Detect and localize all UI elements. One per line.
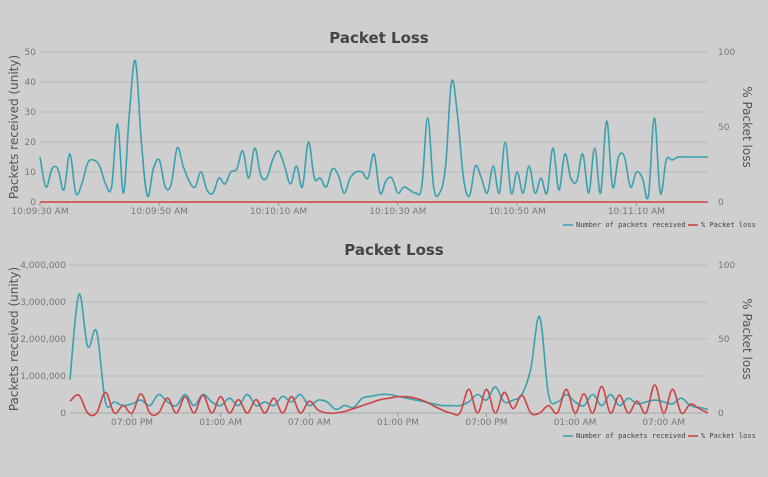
y-tick-label: 0	[60, 409, 66, 419]
x-tick-label: 07:00 AM	[642, 418, 685, 428]
series-line-packets-received	[39, 59, 708, 200]
x-tick-label: 07:00 PM	[465, 418, 507, 428]
x-tick-label: 01:00 AM	[554, 418, 597, 428]
y2-tick-label: 50	[718, 335, 730, 345]
x-tick-label: 10:11:10 AM	[608, 207, 665, 217]
legend[interactable]: Number of packets received % Packet loss	[563, 432, 756, 440]
y2-tick-label: 100	[718, 48, 735, 58]
series-line-packet-loss	[69, 384, 709, 417]
x-tick-label: 10:09:50 AM	[131, 207, 188, 217]
y-tick-label: 50	[25, 48, 37, 58]
chart-title: Packet Loss	[344, 241, 444, 259]
y2-tick-label: 50	[718, 123, 730, 133]
chart-2: Packet Loss 0 1,000,000 2,000,000 3,000,000 4…	[7, 241, 756, 440]
x-tick-label: 10:10:30 AM	[369, 207, 426, 217]
legend[interactable]: Number of packets received % Packet loss	[563, 221, 756, 229]
y-tick-label: 20	[25, 138, 37, 148]
x-tick-label: 10:10:50 AM	[489, 207, 546, 217]
y-tick-label: 30	[25, 108, 37, 118]
x-tick-label: 07:00 AM	[288, 418, 331, 428]
x-tick-label: 01:00 PM	[377, 418, 419, 428]
y2-axis-label: % Packet loss	[740, 298, 754, 379]
y2-tick-label: 0	[718, 198, 724, 208]
legend-label: % Packet loss	[701, 432, 756, 440]
y-tick-label: 40	[25, 78, 37, 88]
y-axis-label: Packets received (unity)	[7, 55, 21, 199]
chart-title: Packet Loss	[329, 29, 429, 47]
x-tick-label: 01:00 AM	[199, 418, 242, 428]
x-tick-label: 07:00 PM	[111, 418, 153, 428]
legend-label: % Packet loss	[701, 221, 756, 229]
x-tick-label: 10:09:30 AM	[11, 207, 68, 217]
y-tick-label: 0	[30, 198, 36, 208]
series-line-packets-received	[69, 293, 709, 411]
y-tick-label: 1,000,000	[20, 372, 66, 382]
legend-label: Number of packets received	[576, 432, 686, 440]
y-axis-label: Packets received (unity)	[7, 267, 21, 411]
chart-1: Packet Loss 0 10 20 30 40 50 0 50 100 10:09:30 AM 1…	[7, 29, 756, 229]
y2-tick-label: 100	[718, 261, 735, 271]
y-tick-label: 3,000,000	[20, 298, 66, 308]
y2-axis-label: % Packet loss	[740, 86, 754, 167]
y-tick-label: 2,000,000	[20, 335, 66, 345]
y2-tick-label: 0	[718, 409, 724, 419]
legend-label: Number of packets received	[576, 221, 686, 229]
y-tick-label: 4,000,000	[20, 261, 66, 271]
x-tick-label: 10:10:10 AM	[250, 207, 307, 217]
y-tick-label: 10	[25, 168, 37, 178]
